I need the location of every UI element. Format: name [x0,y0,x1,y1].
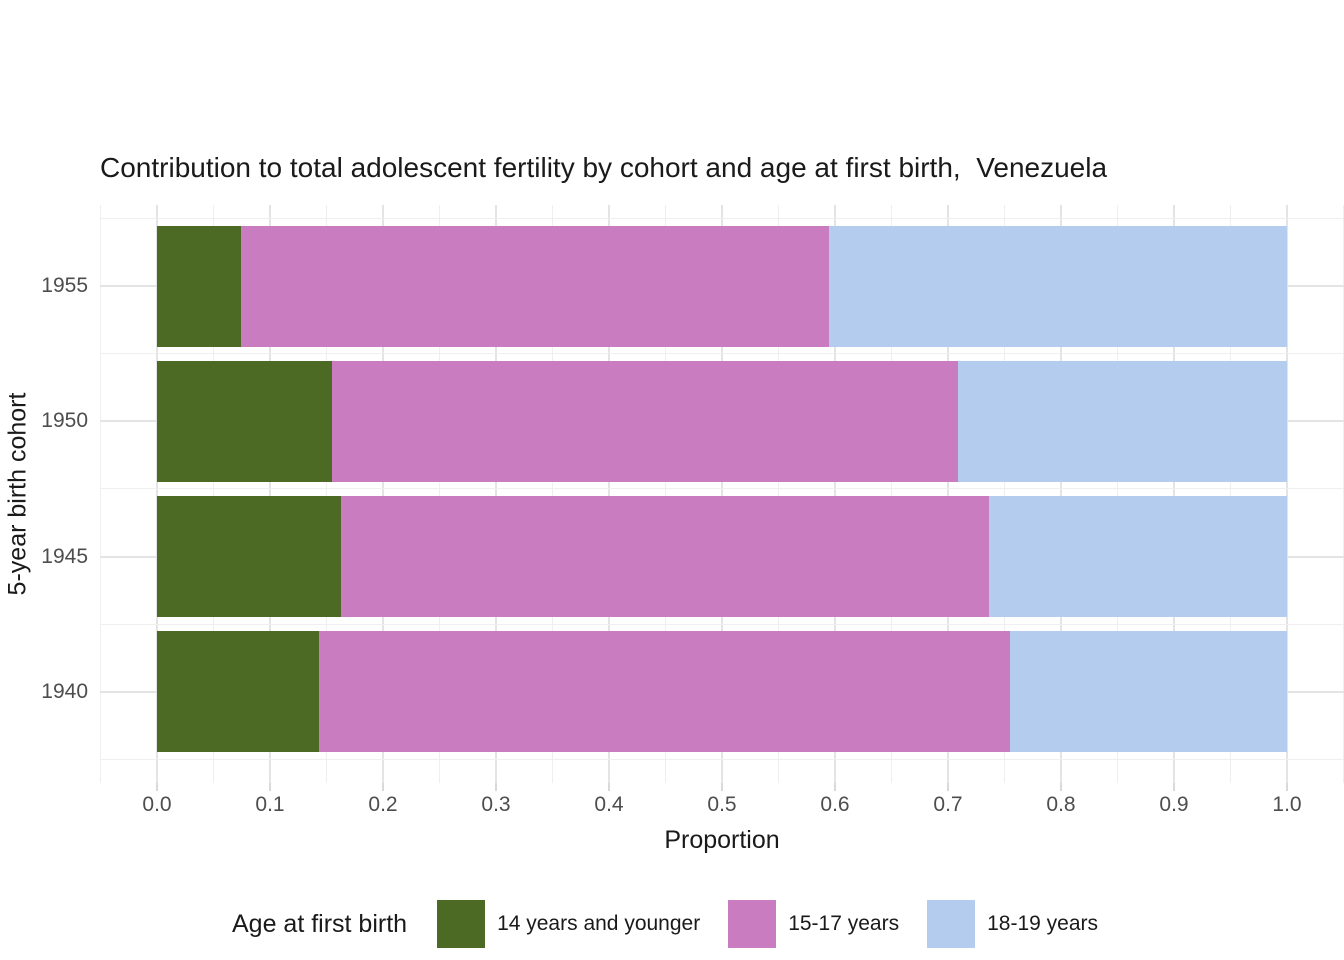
x-tick-label: 0.4 [594,793,624,816]
legend-swatch-icon [927,900,976,948]
legend-item: 15-17 years [728,900,899,948]
y-tick-label: 1940 [41,679,88,703]
chart-title: Contribution to total adolescent fertili… [100,152,1108,183]
gridline-y-minor [100,623,1344,625]
bar-segment-1950 [958,360,1287,482]
x-tick-mark [608,783,610,791]
x-axis-title: Proportion [664,826,780,854]
gridline-x-major [269,205,271,783]
x-tick-label: 0.1 [255,793,285,816]
gridline-y-minor [100,353,1344,355]
x-tick-label: 0.5 [707,793,737,816]
gridline-x-minor [1004,205,1005,783]
gridline-x-major [947,205,949,783]
gridline-x-major [721,205,723,783]
bar-segment-1955 [829,225,1287,347]
legend-swatch-icon [728,900,777,948]
gridline-x-minor [778,205,779,783]
x-tick-mark [156,783,158,791]
x-tick-label: 0.7 [933,793,963,816]
gridline-x-major [608,205,610,783]
x-tick-label: 0.6 [820,793,850,816]
x-tick-mark [1060,783,1062,791]
gridline-x-minor [665,205,666,783]
legend-item: 18-19 years [927,900,1098,948]
x-tick-label: 0.9 [1159,793,1189,816]
legend-item: 14 years and younger [437,900,700,948]
gridline-x-minor [439,205,440,783]
legend-label: 15-17 years [788,912,900,935]
x-tick-mark [1173,783,1175,791]
y-tick-label: 1955 [41,274,88,297]
gridline-x-minor [100,205,101,783]
gridline-y-minor [100,759,1344,761]
gridline-x-major [1173,205,1175,783]
bar-segment-1945 [988,496,1287,618]
gridline-x-minor [552,205,553,783]
gridline-x-major [156,205,158,783]
y-tick-label: 1945 [41,544,88,568]
bar-segment-1955 [157,225,241,347]
x-tick-mark [382,783,384,791]
x-tick-mark [834,783,836,791]
bar-segment-1950 [157,360,333,482]
bar-segment-1940 [1010,631,1287,753]
plot-panel [100,205,1344,783]
x-tick-mark [495,783,497,791]
x-tick-label: 0.3 [481,793,511,816]
x-tick-label: 0.2 [368,793,398,816]
gridline-y-minor [100,217,1344,219]
bar-segment-1950 [332,360,959,482]
gridline-x-major [1060,205,1062,783]
x-tick-label: 1.0 [1272,793,1302,816]
gridline-x-minor [326,205,327,783]
gridline-x-major [1286,205,1288,783]
gridline-x-minor [1230,205,1231,783]
x-tick-label: 0.8 [1046,793,1076,816]
y-tick-label: 1950 [41,409,88,433]
x-tick-mark [947,783,949,791]
x-tick-label: 0.0 [142,793,172,816]
gridline-x-major [495,205,497,783]
bar-segment-1940 [318,631,1011,753]
x-tick-mark [269,783,271,791]
bar-segment-1945 [341,496,989,618]
gridline-x-major [382,205,384,783]
legend: Age at first birth 14 years and younger 1… [0,898,1344,950]
x-tick-mark [1286,783,1288,791]
gridline-x-minor [213,205,214,783]
x-tick-mark [721,783,723,791]
legend-label: 18-19 years [987,912,1099,935]
legend-swatch-icon [437,900,486,948]
bar-segment-1945 [157,496,342,618]
legend-label: 14 years and younger [497,912,701,935]
bar-segment-1955 [240,225,830,347]
gridline-x-minor [1117,205,1118,783]
gridline-y-minor [100,488,1344,490]
bar-segment-1940 [157,631,319,753]
legend-title: Age at first birth [231,909,408,938]
gridline-x-major [834,205,836,783]
gridline-x-minor [891,205,892,783]
y-axis-title: 5-year birth cohort [3,392,32,596]
